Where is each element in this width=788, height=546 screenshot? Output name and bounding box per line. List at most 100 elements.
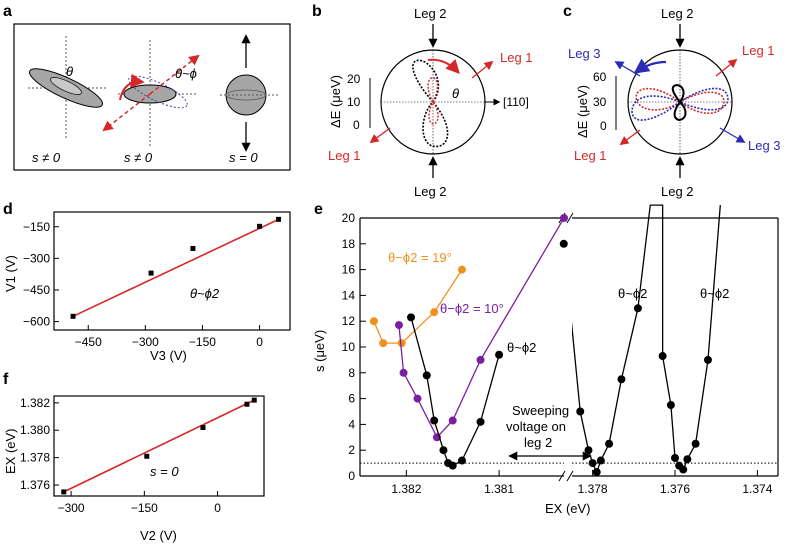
panel-label-d: d [3, 201, 13, 218]
panel-c: 60 30 0 ΔE (μeV) Leg 2 Leg 2 Leg 1 Leg 1… [568, 6, 781, 199]
e-ytick-label: 20 [342, 211, 356, 225]
c-leg2-bottom: Leg 2 [661, 184, 694, 199]
f-xtick-label: 0 [214, 501, 221, 515]
e-series-point-1 [560, 214, 568, 222]
f-point [144, 453, 150, 459]
f-point [244, 401, 250, 407]
e-series-point-0 [397, 339, 406, 348]
e-series-line-extend [707, 205, 721, 360]
e-series-point-0 [458, 265, 466, 274]
e-series-label-19: θ−ϕ2 = 19° [388, 250, 452, 265]
e-series-point-3 [596, 456, 605, 465]
e-ytick-label: 6 [348, 392, 355, 406]
f-annotation: s = 0 [150, 464, 179, 479]
c-ylabel: ΔE (μeV) [575, 85, 590, 138]
tilted-disk-1: θ [28, 36, 106, 140]
c-rtick-60: 60 [593, 70, 607, 84]
c-leg3-right: Leg 3 [748, 138, 781, 153]
theta-phi-label-a: θ~ϕ [175, 66, 197, 81]
e-series-point-0 [430, 308, 439, 317]
e-series-point-2 [476, 417, 485, 426]
b-leg1-right: Leg 1 [500, 50, 533, 65]
d-ylabel: V1 (V) [3, 255, 18, 292]
e-ytick-label: 8 [348, 366, 355, 380]
e-series-label-10: θ−ϕ2 = 10° [440, 301, 504, 316]
c-leg3-left: Leg 3 [568, 46, 601, 61]
f-xlabel: V2 (V) [140, 528, 177, 543]
f-point [61, 489, 67, 495]
e-series-label-black1: θ~ϕ2 [507, 340, 536, 355]
sweep-label-3: leg 2 [524, 435, 552, 450]
e-series-point-2 [495, 350, 504, 359]
e-series-point-2 [458, 456, 466, 465]
e-series-point-2 [422, 371, 431, 380]
caption-s-1: s ≠ 0 [32, 150, 61, 165]
d-point [70, 313, 76, 319]
e-series-point-1 [413, 394, 422, 403]
e-series-point-1 [476, 355, 485, 364]
e-ytick-label: 18 [342, 237, 356, 251]
e-series-point-2 [430, 416, 439, 425]
panel-a: θ θ~ϕ s ≠ 0 s ≠ 0 s = 0 [13, 23, 291, 171]
e-xtick-label: 1.378 [578, 482, 608, 496]
e-series-point-4 [679, 465, 688, 474]
panel-b: [110] 20 10 0 ΔE (μeV) θ Leg 2 Leg 2 Leg… [328, 6, 533, 199]
e-series-point-3 [584, 446, 593, 455]
e-ytick-label: 0 [348, 469, 355, 483]
c-rtick-30: 30 [593, 95, 607, 109]
d-xtick-label: −300 [132, 335, 159, 349]
sweep-label-1: Sweeping [512, 403, 569, 418]
sphere [220, 34, 278, 152]
axis-110-label: [110] [503, 95, 529, 109]
b-ylabel: ΔE (μeV) [328, 75, 343, 128]
e-series-line-3 [572, 308, 639, 474]
e-ytick-label: 4 [348, 417, 355, 431]
tilted-disk-2: θ~ϕ [102, 40, 200, 146]
b-leg2-top: Leg 2 [414, 6, 447, 21]
b-theta: θ [452, 86, 459, 101]
chart-f: −300 −150 0 1.376 1.378 1.380 1.382 V2 (V) EX … [3, 395, 265, 543]
chart-d-frame [53, 211, 291, 331]
d-xtick-label: 0 [256, 335, 263, 349]
f-point [200, 425, 206, 431]
b-rtick-0: 0 [353, 118, 360, 132]
f-ytick-label: 1.376 [20, 478, 50, 492]
b-rtick-10: 10 [347, 95, 361, 109]
d-fit-line [72, 218, 279, 318]
c-leg2-top: Leg 2 [661, 6, 694, 21]
b-lobe-leg1 [427, 77, 439, 125]
theta-label-a: θ [66, 64, 73, 79]
e-series-point-1 [448, 416, 457, 425]
f-ytick-label: 1.380 [20, 423, 50, 437]
d-annotation: θ~ϕ2 [190, 286, 220, 301]
d-ytick-label: −600 [23, 315, 50, 329]
e-series-point-1 [399, 368, 408, 377]
chart-f-frame [53, 395, 265, 497]
e-series-point-4 [671, 453, 679, 462]
d-xlabel: V3 (V) [150, 348, 187, 363]
e-series-point-3 [576, 407, 585, 416]
e-series-point-1 [394, 321, 403, 330]
e-series-label-black2: θ~ϕ2 [618, 286, 647, 301]
panel-label-a: a [3, 3, 12, 20]
e-ytick-label: 10 [342, 340, 356, 354]
e-xtick-label: 1.376 [660, 482, 690, 496]
caption-s-2: s ≠ 0 [124, 150, 153, 165]
e-series-point-4 [691, 439, 700, 448]
b-lobe-leg2 [412, 59, 449, 148]
e-ytick-label: 12 [342, 314, 356, 328]
b-leg1-left: Leg 1 [328, 148, 361, 163]
e-ytick-label: 16 [342, 263, 356, 277]
b-rtick-20: 20 [347, 72, 361, 86]
e-series-line-2 [410, 317, 500, 467]
sweep-label-2: voltage on [506, 419, 566, 434]
e-ylabel: s (μeV) [312, 330, 327, 372]
e-series-point-4 [683, 455, 692, 464]
d-point [276, 216, 282, 222]
f-xtick-label: −300 [58, 501, 85, 515]
e-series-label-black3: θ~ϕ2 [700, 286, 729, 301]
e-series-point-0 [379, 339, 388, 348]
c-rtick-0: 0 [600, 119, 607, 133]
e-series-point-2 [448, 461, 457, 470]
